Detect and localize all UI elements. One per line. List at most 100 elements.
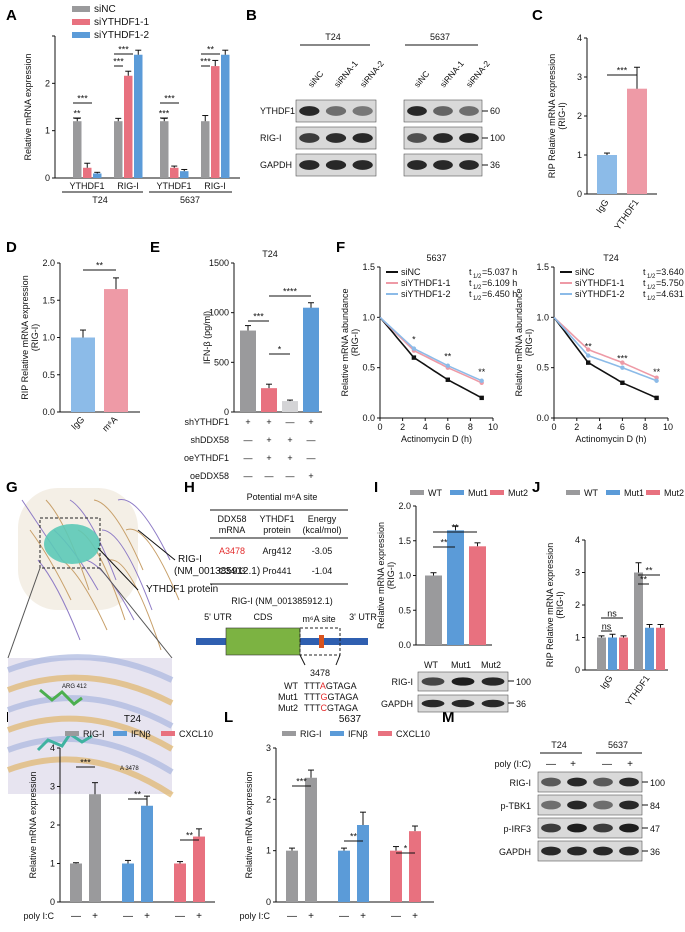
bar-IFNβ — [141, 805, 153, 902]
blot-band — [481, 677, 505, 686]
x-tick-label: 2 — [574, 422, 579, 432]
protein-label: GAPDH — [260, 160, 292, 170]
legend-label: WT — [428, 488, 442, 498]
y-axis-label: Relative mRNA abundance — [340, 288, 350, 396]
y-tick-label: 2.0 — [398, 501, 411, 511]
blot-band — [593, 800, 613, 810]
lane-label: Mut2 — [481, 660, 501, 670]
protein-ribbon — [117, 499, 171, 561]
half-life-value: =6.109 h — [482, 278, 517, 288]
x-tick-label: 0 — [551, 422, 556, 432]
bar — [469, 546, 486, 645]
half-life-value: =5.037 h — [482, 267, 517, 277]
xrow-mark: — — [391, 911, 401, 922]
bar-siNC — [160, 121, 169, 178]
significance-mark: ** — [350, 832, 358, 842]
y-tick-label: 0 — [577, 189, 582, 199]
significance-mark: *** — [253, 312, 264, 322]
panel-letter-j: J — [532, 479, 540, 496]
bar-RIG-I — [89, 794, 101, 902]
xrow-label: poly I:C — [23, 911, 54, 921]
blot-band — [619, 800, 639, 810]
legend-swatch — [65, 731, 79, 736]
row-mark: — — [244, 453, 253, 463]
bar-RIG-I — [286, 850, 298, 902]
y-axis-label-2: (RIG-I) — [555, 591, 565, 619]
zoom-box — [39, 517, 101, 569]
y-tick-label: 1 — [577, 150, 582, 160]
zoom-ribbon — [6, 736, 174, 775]
row-mark: + — [287, 453, 292, 463]
panel-letter-c: C — [532, 7, 543, 24]
diagram-title: RIG-I (NM_001385912.1) — [231, 596, 333, 606]
y-axis-label: Relative mRNA expression — [244, 771, 254, 878]
y-tick-label: 1.5 — [362, 262, 375, 272]
protein-ribbon — [101, 529, 153, 611]
panel-letter-e: E — [150, 239, 160, 256]
bar-IgG — [597, 155, 617, 194]
blot-band — [451, 677, 475, 686]
group-label: RIG-I — [117, 181, 139, 191]
legend-label: siYTHDF1-2 — [575, 289, 625, 299]
significance-mark: *** — [296, 777, 307, 787]
xrow-mark: + — [92, 911, 98, 922]
kda-label: 100 — [490, 133, 505, 143]
legend-swatch — [646, 490, 660, 495]
legend-label: siYTHDF1-1 — [575, 278, 625, 288]
half-life-t: t — [643, 289, 646, 299]
cds-box — [225, 627, 301, 656]
table-cell: A3478 — [219, 546, 245, 556]
sequence-mutant-base: C — [321, 703, 328, 713]
row-label: shYTHDF1 — [184, 417, 229, 427]
y-tick-label: 1 — [45, 126, 50, 136]
y-axis-label: Relative mRNA expression — [376, 522, 386, 629]
bar-CXCL10 — [390, 850, 402, 902]
y-axis-label: RIP Relative mRNA expression — [547, 54, 557, 178]
lane-label: WT — [424, 660, 438, 670]
series-line-siYTHDF1-1 — [379, 316, 483, 384]
blot-band — [541, 800, 561, 810]
chart-title: T24 — [124, 714, 142, 725]
treatment-label: poly (I:C) — [494, 759, 531, 769]
table-cell: Pro441 — [262, 566, 291, 576]
row-mark: + — [245, 417, 250, 427]
legend-swatch — [378, 731, 392, 736]
legend-label: Mut1 — [468, 488, 488, 498]
y-tick-label: 3 — [575, 568, 580, 578]
group-label: RIG-I — [204, 181, 226, 191]
y-tick-label: 4 — [577, 33, 582, 43]
protein-ribbon — [37, 559, 81, 641]
table-title: Potential m⁶A site — [247, 492, 318, 502]
y-tick-label: 3 — [577, 72, 582, 82]
row-mark: — — [265, 471, 274, 481]
row-mark: + — [308, 417, 313, 427]
zoom-ribbon — [6, 695, 174, 729]
table-cell: -1.04 — [312, 566, 333, 576]
panel-m-western-blot: T24 5637 poly (I:C) — + — + RIG-I 100 p-TBK1 84 p-I… — [494, 740, 665, 862]
protein-label: RIG-I — [392, 677, 414, 687]
sequence-name: WT — [284, 681, 298, 691]
blot-band — [407, 160, 427, 170]
legend-swatch — [282, 731, 296, 736]
significance-mark: *** — [77, 94, 88, 104]
data-point — [411, 346, 417, 351]
residue-label: A 3478 — [120, 766, 139, 772]
panel-letter-a: A — [6, 7, 17, 24]
data-point — [620, 380, 625, 385]
kda-label: 84 — [650, 801, 660, 811]
x-axis-label: Actinomycin D (h) — [575, 434, 646, 444]
legend-swatch — [450, 490, 464, 495]
significance-mark: *** — [113, 57, 124, 67]
significance-mark: ** — [585, 342, 593, 352]
legend-label: CXCL10 — [396, 729, 430, 739]
blot-band — [299, 133, 320, 143]
kda-label: 100 — [650, 778, 665, 788]
bar-siNC — [73, 121, 82, 178]
panel-letter-g: G — [6, 479, 18, 496]
x-tick-label: 10 — [663, 422, 673, 432]
half-life-sub: 1/2 — [473, 296, 482, 302]
y-tick-label: 4 — [50, 743, 55, 753]
